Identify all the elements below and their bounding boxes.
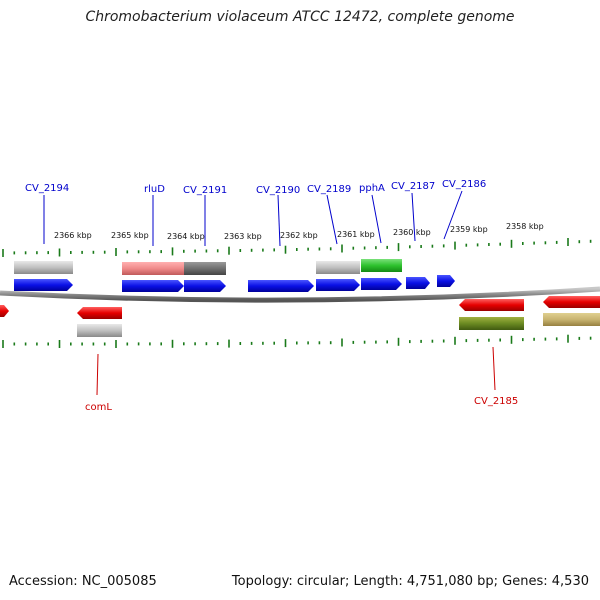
kbp-label-2362: 2362 kbp	[280, 231, 318, 240]
kbp-label-2364: 2364 kbp	[167, 232, 205, 241]
kbp-labels: 2366 kbp 2365 kbp 2364 kbp 2363 kbp 2362…	[54, 222, 544, 241]
upper-feature-track	[14, 259, 402, 275]
gene-labels: CV_2194 rluD CV_2191 CV_2190 CV_2189 pph…	[25, 179, 518, 413]
feature-box	[184, 262, 226, 275]
leader-line	[492, 346, 496, 391]
gene-label-cv2194[interactable]: CV_2194	[25, 183, 69, 194]
gene-arrow-cv2185[interactable]	[459, 299, 524, 311]
gene-arrow-right[interactable]	[543, 296, 600, 308]
reverse-gene-track	[0, 296, 600, 319]
feature-box	[122, 262, 184, 275]
gene-label-cv2187[interactable]: CV_2187	[391, 181, 435, 192]
gene-label-rlud[interactable]: rluD	[144, 184, 165, 195]
gene-arrow-cv2190[interactable]	[248, 280, 314, 292]
gene-label-cv2186[interactable]: CV_2186	[442, 179, 486, 190]
lower-tick-track	[2, 334, 592, 348]
gene-arrow-coml[interactable]	[77, 307, 122, 319]
gene-arrow-cv2186[interactable]	[437, 275, 455, 287]
lower-feature-track	[77, 313, 600, 337]
kbp-label-2360: 2360 kbp	[393, 228, 431, 237]
accession-text: Accession: NC_005085	[9, 574, 157, 589]
gene-label-cv2185[interactable]: CV_2185	[474, 396, 518, 407]
gene-label-cv2190[interactable]: CV_2190	[256, 185, 300, 196]
genome-backbone	[0, 286, 600, 303]
feature-box	[459, 317, 524, 330]
gene-arrow-cv2187[interactable]	[406, 277, 430, 289]
upper-tick-track	[2, 238, 592, 257]
leader-line	[326, 194, 338, 245]
kbp-label-2361: 2361 kbp	[337, 230, 375, 239]
gene-arrow-cv2189[interactable]	[316, 279, 360, 291]
leader-line	[371, 194, 382, 244]
gene-label-cv2189[interactable]: CV_2189	[307, 184, 351, 195]
kbp-label-2365: 2365 kbp	[111, 231, 149, 240]
kbp-label-2366: 2366 kbp	[54, 231, 92, 240]
gene-label-coml[interactable]: comL	[85, 402, 112, 413]
leader-line	[96, 353, 99, 396]
gene-arrow-partial[interactable]	[0, 305, 9, 317]
gene-arrow-ppha[interactable]	[361, 278, 402, 290]
leader-line	[411, 192, 416, 242]
map-title: Chromobacterium violaceum ATCC 12472, co…	[85, 9, 515, 25]
feature-box	[543, 313, 600, 326]
feature-box	[361, 259, 402, 272]
leader-line	[443, 190, 463, 240]
gene-label-ppha[interactable]: pphA	[359, 183, 385, 194]
gene-arrow-rlud[interactable]	[122, 280, 184, 292]
gene-label-cv2191[interactable]: CV_2191	[183, 185, 227, 196]
gene-arrow-cv2194[interactable]	[14, 279, 73, 291]
label-leaders	[43, 190, 496, 396]
gene-arrow-cv2191[interactable]	[184, 280, 226, 292]
feature-box	[77, 324, 122, 337]
feature-box	[316, 261, 360, 274]
forward-gene-track	[14, 275, 455, 292]
genome-summary-text: Topology: circular; Length: 4,751,080 bp…	[231, 574, 589, 589]
kbp-label-2359: 2359 kbp	[450, 225, 488, 234]
leader-line	[277, 194, 281, 247]
feature-box	[14, 261, 73, 274]
kbp-label-2363: 2363 kbp	[224, 232, 262, 241]
kbp-label-2358: 2358 kbp	[506, 222, 544, 231]
